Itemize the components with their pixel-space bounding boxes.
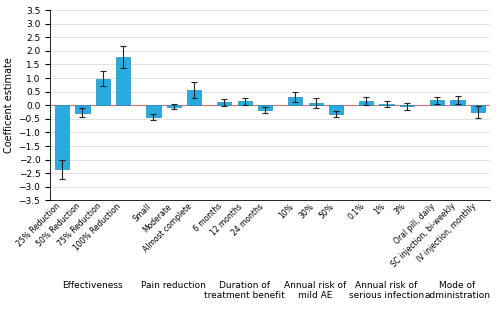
Text: Mode of
administration: Mode of administration	[424, 281, 490, 300]
Bar	[238, 101, 252, 105]
Text: Annual risk of
serious infection: Annual risk of serious infection	[349, 281, 424, 300]
Bar	[166, 105, 181, 107]
Bar	[76, 105, 90, 113]
Y-axis label: Coefficent estimate: Coefficent estimate	[4, 57, 14, 153]
Bar	[329, 105, 343, 114]
Bar	[380, 104, 394, 105]
Bar	[288, 97, 302, 105]
Bar	[218, 103, 232, 105]
Text: Annual risk of
mild AE: Annual risk of mild AE	[284, 281, 346, 300]
Bar	[450, 100, 464, 105]
Bar	[400, 105, 414, 106]
Bar	[146, 105, 160, 117]
Bar	[430, 100, 444, 105]
Bar	[308, 103, 322, 105]
Bar	[116, 57, 130, 105]
Text: Effectiveness: Effectiveness	[62, 281, 123, 290]
Bar	[258, 105, 272, 110]
Bar	[359, 101, 374, 105]
Bar	[470, 105, 485, 112]
Text: Pain reduction: Pain reduction	[141, 281, 206, 290]
Text: Duration of
treatment benefit: Duration of treatment benefit	[204, 281, 285, 300]
Bar	[55, 105, 70, 169]
Bar	[187, 90, 201, 105]
Bar	[96, 78, 110, 105]
